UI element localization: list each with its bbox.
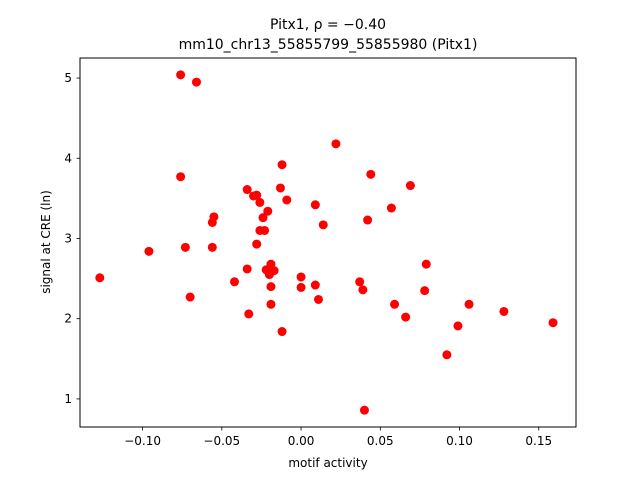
y-tick-label: 5 [64, 71, 72, 85]
data-point-6 [185, 292, 195, 302]
data-point-5 [180, 242, 190, 252]
x-axis-label: motif activity [288, 456, 367, 470]
x-tick-label: −0.10 [124, 434, 161, 448]
data-point-30 [282, 195, 292, 205]
data-point-16 [258, 213, 268, 223]
x-tick-label: 0.05 [367, 434, 394, 448]
data-point-43 [359, 405, 369, 415]
data-point-33 [296, 282, 306, 292]
data-point-18 [260, 225, 270, 235]
chart-title-line1: Pitx1, ρ = −0.40 [270, 17, 386, 33]
data-points [95, 70, 558, 415]
chart-title-line2: mm10_chr13_55855799_55855980 (Pitx1) [179, 37, 478, 53]
y-tick-label: 2 [64, 312, 72, 326]
data-point-15 [263, 206, 273, 216]
data-point-27 [266, 299, 276, 309]
data-point-50 [442, 350, 452, 360]
x-tick-label: −0.05 [203, 434, 240, 448]
data-point-11 [242, 185, 252, 195]
x-axis-ticks: −0.10 −0.05 0.00 0.05 0.10 0.15 [124, 427, 552, 448]
y-tick-label: 3 [64, 231, 72, 245]
data-point-8 [207, 217, 217, 227]
y-tick-label: 4 [64, 151, 72, 165]
data-point-26 [266, 282, 276, 292]
data-point-25 [264, 270, 274, 280]
y-tick-label: 1 [64, 392, 72, 406]
x-tick-label: 0.15 [525, 434, 552, 448]
data-point-49 [420, 286, 430, 296]
data-point-3 [191, 77, 201, 87]
data-point-19 [252, 239, 262, 249]
data-point-39 [366, 169, 376, 179]
data-point-51 [453, 321, 463, 331]
data-point-36 [310, 280, 320, 290]
data-point-54 [548, 318, 558, 328]
data-point-53 [499, 306, 509, 316]
data-point-28 [277, 160, 287, 170]
plot-area-frame [79, 57, 577, 428]
data-point-4 [176, 172, 186, 182]
y-axis-label: signal at CRE (ln) [39, 190, 53, 294]
data-point-9 [207, 242, 217, 252]
data-point-38 [331, 139, 341, 149]
y-axis-ticks: 1 2 3 4 5 [64, 71, 80, 406]
data-point-21 [244, 309, 254, 319]
x-tick-label: 0.10 [446, 434, 473, 448]
data-point-41 [355, 277, 365, 287]
data-point-44 [386, 203, 396, 213]
data-point-42 [358, 285, 368, 295]
data-point-45 [405, 181, 415, 191]
data-point-0 [95, 273, 105, 283]
data-point-35 [318, 220, 328, 230]
data-point-46 [390, 299, 400, 309]
data-point-10 [230, 277, 240, 287]
data-point-2 [176, 70, 186, 80]
data-point-48 [421, 259, 431, 269]
data-point-37 [313, 294, 323, 304]
data-point-52 [464, 299, 474, 309]
data-point-34 [310, 200, 320, 210]
data-point-13 [252, 190, 262, 200]
data-point-20 [242, 264, 252, 274]
data-point-32 [296, 272, 306, 282]
data-point-40 [363, 215, 373, 225]
data-point-31 [277, 327, 287, 337]
data-point-1 [144, 246, 154, 256]
x-tick-label: 0.00 [288, 434, 315, 448]
data-point-47 [401, 312, 411, 322]
data-point-29 [275, 183, 285, 193]
data-point-14 [255, 197, 265, 207]
